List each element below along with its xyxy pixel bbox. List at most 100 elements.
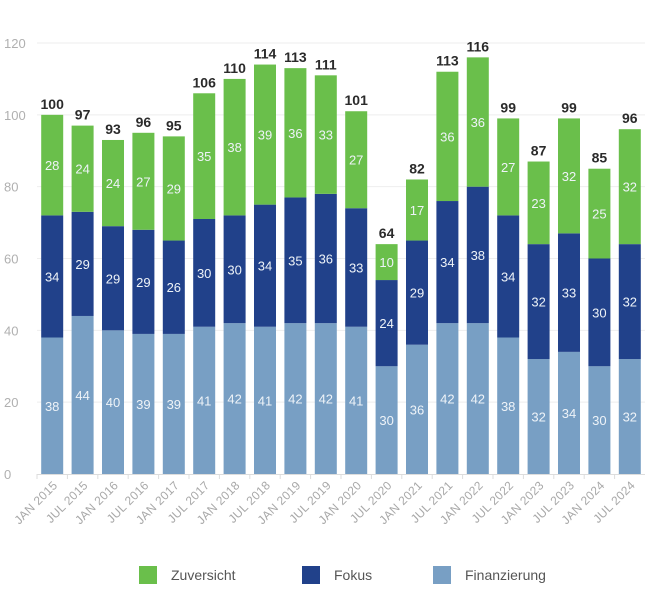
segment-value-label: 30 [592,413,606,428]
segment-value-label: 38 [45,399,59,414]
bar-segment-zuversicht [436,71,459,202]
legend-swatch-fokus [302,566,320,584]
segment-value-label: 34 [440,255,454,270]
segment-value-label: 27 [136,174,150,189]
gridlines [37,42,645,403]
bar-stack: 32 32 32 96 [618,110,641,474]
bar-stack: 32 32 23 87 [527,143,550,474]
segment-value-label: 23 [531,196,545,211]
total-label: 116 [467,38,490,54]
bar-segment-fokus [558,233,580,352]
segment-value-label: 34 [501,269,515,284]
segment-value-label: 30 [197,266,211,281]
bar-segment-zuversicht [41,114,64,216]
bar-stack: 38 34 27 99 [497,99,520,474]
segment-value-label: 34 [562,406,576,421]
segment-value-label: 42 [227,392,241,407]
bar-stack: 42 30 38 110 [223,60,246,474]
total-label: 100 [41,96,65,112]
y-tick-label: 0 [4,467,11,482]
y-axis: 0 20 40 60 80 100 120 [4,36,26,482]
segment-value-label: 32 [623,180,637,195]
segment-value-label: 35 [197,149,211,164]
total-label: 114 [254,46,277,62]
bar-segment-zuversicht [284,68,307,198]
bar-segment-fokus [497,215,520,338]
bar-segment-zuversicht [254,64,276,205]
bar-segment-zuversicht [618,129,641,245]
legend: Zuversicht Fokus Finanzierung [0,566,650,586]
segment-value-label: 39 [258,128,272,143]
bar-segment-zuversicht [466,57,489,187]
segment-value-label: 30 [227,262,241,277]
bar-segment-zuversicht [71,125,94,212]
legend-swatch-finanzierung [433,566,451,584]
bar-stack: 39 29 27 96 [132,114,155,474]
segment-value-label: 24 [106,176,120,191]
bar-segment-finanzierung [618,359,641,474]
legend-item-finanzierung: Finanzierung [433,566,546,584]
segment-value-label: 36 [319,252,333,267]
bar-stack: 41 34 39 114 [254,46,277,474]
legend-label-zuversicht: Zuversicht [171,567,236,583]
bar-segment-finanzierung [527,359,550,474]
total-label: 99 [561,99,577,115]
total-label: 96 [136,114,152,130]
bar-stack: 41 33 27 101 [345,92,369,474]
bar-segment-finanzierung [588,366,611,474]
segment-value-label: 36 [410,402,424,417]
segment-value-label: 41 [258,393,272,408]
segment-value-label: 41 [197,393,211,408]
segment-value-label: 30 [379,413,393,428]
bar-segment-finanzierung [132,333,155,474]
bar-segment-fokus [375,280,398,367]
bar-segment-fokus [527,244,550,360]
bar-segment-finanzierung [375,366,398,474]
y-tick-label: 80 [4,180,18,195]
bar-segment-zuversicht [588,168,611,259]
bar-segment-zuversicht [223,78,246,216]
bar-segment-zuversicht [314,75,337,194]
bar-segment-finanzierung [466,323,489,474]
bar-segment-finanzierung [497,337,520,474]
total-label: 106 [193,74,217,90]
segment-value-label: 27 [501,160,515,175]
segment-value-label: 38 [471,248,485,263]
bar-segment-fokus [436,201,459,324]
bar-segment-zuversicht [406,179,428,241]
bar-stack: 36 29 17 82 [406,160,428,474]
bar-segment-finanzierung [223,323,246,474]
segment-value-label: 36 [288,126,302,141]
bar-stack: 34 33 32 99 [558,99,580,474]
segment-value-label: 25 [592,207,606,222]
bar-segment-zuversicht [102,139,124,227]
segment-value-label: 39 [136,397,150,412]
segment-value-label: 28 [45,158,59,173]
bar-segment-fokus [162,240,185,334]
segment-value-label: 10 [379,255,393,270]
segment-value-label: 29 [75,257,89,272]
bar-segment-fokus [345,208,368,327]
bar-segment-fokus [41,215,64,338]
total-label: 101 [345,92,369,108]
segment-value-label: 42 [471,392,485,407]
bar-segment-zuversicht [497,118,520,216]
segment-value-label: 35 [288,253,302,268]
y-tick-label: 40 [4,323,18,338]
bar-segment-zuversicht [132,132,155,230]
segment-value-label: 33 [349,260,363,275]
legend-item-zuversicht: Zuversicht [139,566,236,584]
total-label: 96 [622,110,638,126]
bar-segment-zuversicht [558,118,580,234]
segment-value-label: 33 [319,128,333,143]
segment-value-label: 41 [349,393,363,408]
bar-segment-fokus [223,215,246,324]
bar-segment-zuversicht [162,136,185,241]
bar-segment-zuversicht [527,161,550,245]
legend-label-fokus: Fokus [334,567,373,583]
y-tick-label: 60 [4,252,18,267]
bar-segment-finanzierung [41,337,64,474]
bar-segment-finanzierung [162,333,185,474]
segment-value-label: 27 [349,153,363,168]
segment-value-label: 33 [562,286,576,301]
